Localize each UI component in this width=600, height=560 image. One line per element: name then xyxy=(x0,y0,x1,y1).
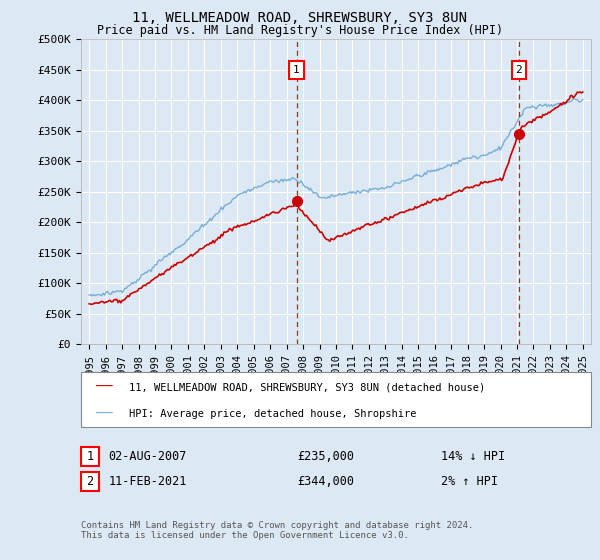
Text: 1: 1 xyxy=(293,65,300,74)
Text: 2: 2 xyxy=(86,475,94,488)
Text: 11, WELLMEADOW ROAD, SHREWSBURY, SY3 8UN (detached house): 11, WELLMEADOW ROAD, SHREWSBURY, SY3 8UN… xyxy=(129,382,485,392)
Text: ——: —— xyxy=(96,380,113,394)
Text: 02-AUG-2007: 02-AUG-2007 xyxy=(109,450,187,463)
Text: 1: 1 xyxy=(86,450,94,463)
Text: ——: —— xyxy=(96,407,113,421)
Text: £235,000: £235,000 xyxy=(297,450,354,463)
Text: Contains HM Land Registry data © Crown copyright and database right 2024.
This d: Contains HM Land Registry data © Crown c… xyxy=(81,521,473,540)
Text: 11-FEB-2021: 11-FEB-2021 xyxy=(109,475,187,488)
Text: 11, WELLMEADOW ROAD, SHREWSBURY, SY3 8UN: 11, WELLMEADOW ROAD, SHREWSBURY, SY3 8UN xyxy=(133,11,467,25)
Text: HPI: Average price, detached house, Shropshire: HPI: Average price, detached house, Shro… xyxy=(129,409,416,418)
Text: £344,000: £344,000 xyxy=(297,475,354,488)
Text: 2: 2 xyxy=(515,65,523,74)
Text: Price paid vs. HM Land Registry's House Price Index (HPI): Price paid vs. HM Land Registry's House … xyxy=(97,24,503,36)
Text: 2% ↑ HPI: 2% ↑ HPI xyxy=(441,475,498,488)
Text: 14% ↓ HPI: 14% ↓ HPI xyxy=(441,450,505,463)
